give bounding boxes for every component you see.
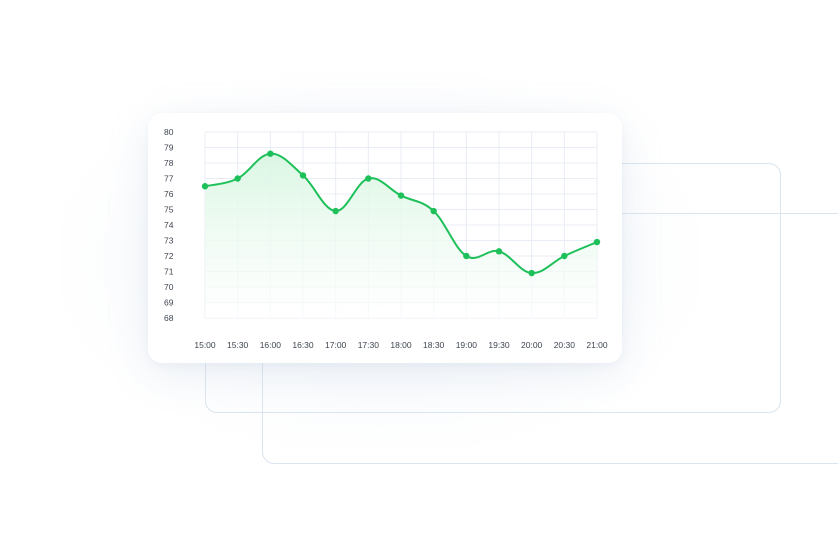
data-points bbox=[201, 150, 601, 277]
x-tick-label: 20:00 bbox=[521, 340, 543, 350]
y-tick-label: 79 bbox=[164, 143, 174, 153]
y-tick-label: 73 bbox=[164, 236, 174, 246]
x-tick-label: 15:00 bbox=[194, 340, 216, 350]
data-point-1830 bbox=[430, 207, 437, 215]
y-axis-ticks: 80 79 78 77 76 75 74 73 72 71 70 69 68 bbox=[164, 127, 174, 323]
line-chart: 80 79 78 77 76 75 74 73 72 71 70 69 68 15:00 15:30 16:… bbox=[164, 127, 608, 350]
data-point-1600 bbox=[267, 150, 274, 157]
x-axis-ticks: 15:00 15:30 16:00 16:30 17:00 17:30 18:00 18:30… bbox=[194, 340, 608, 350]
data-point-1630 bbox=[299, 172, 307, 179]
data-point-1930 bbox=[495, 248, 503, 255]
chart-card: 80 79 78 77 76 75 74 73 72 71 70 69 68 15:00 15:30 16:… bbox=[148, 113, 622, 363]
x-tick-label: 17:00 bbox=[325, 340, 347, 350]
y-tick-label: 78 bbox=[164, 158, 174, 168]
y-tick-label: 72 bbox=[164, 251, 174, 261]
data-point-1530 bbox=[234, 175, 241, 182]
x-tick-label: 16:00 bbox=[260, 340, 282, 350]
data-point-1900 bbox=[463, 252, 470, 260]
y-tick-label: 77 bbox=[164, 174, 174, 184]
series-area bbox=[205, 153, 597, 318]
y-tick-label: 74 bbox=[164, 220, 174, 230]
y-tick-label: 69 bbox=[164, 298, 174, 308]
data-point-2030 bbox=[561, 252, 568, 260]
y-tick-label: 70 bbox=[164, 282, 174, 292]
x-tick-label: 20:30 bbox=[554, 340, 576, 350]
data-point-1800 bbox=[397, 192, 405, 199]
area-fill bbox=[205, 153, 597, 318]
x-tick-label: 16:30 bbox=[292, 340, 314, 350]
x-tick-label: 21:00 bbox=[586, 340, 608, 350]
data-point-2000 bbox=[528, 269, 535, 277]
y-tick-label: 80 bbox=[164, 127, 174, 137]
data-point-1700 bbox=[332, 207, 339, 215]
x-tick-label: 18:30 bbox=[423, 340, 445, 350]
data-point-1730 bbox=[365, 175, 372, 182]
x-tick-label: 18:00 bbox=[390, 340, 412, 350]
y-tick-label: 71 bbox=[164, 267, 174, 277]
data-point-2100 bbox=[593, 238, 601, 246]
y-tick-label: 76 bbox=[164, 189, 174, 199]
x-tick-label: 17:30 bbox=[358, 340, 380, 350]
y-tick-label: 68 bbox=[164, 313, 174, 323]
x-tick-label: 19:00 bbox=[456, 340, 478, 350]
data-point-1500 bbox=[201, 183, 209, 190]
x-tick-label: 15:30 bbox=[227, 340, 249, 350]
y-tick-label: 75 bbox=[164, 205, 174, 215]
x-tick-label: 19:30 bbox=[488, 340, 510, 350]
